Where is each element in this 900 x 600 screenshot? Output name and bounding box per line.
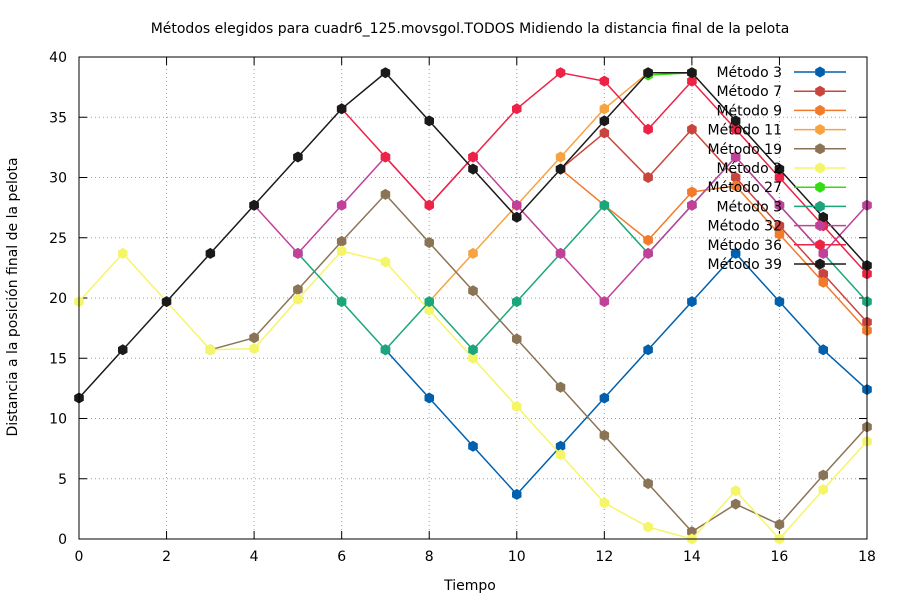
- x-axis-label: Tiempo: [443, 578, 496, 594]
- legend-label: Método 27: [708, 180, 782, 196]
- legend-label: Método 2: [716, 161, 782, 177]
- legend-label: Método 11: [708, 123, 782, 139]
- x-tick-label: 16: [771, 549, 789, 565]
- y-tick-label: 0: [58, 532, 67, 548]
- legend-label: Método 3: [716, 199, 782, 215]
- y-axis-label: Distancia a la posición final de la pelo…: [5, 157, 21, 436]
- x-tick-label: 6: [337, 549, 346, 565]
- x-tick-label: 18: [858, 549, 876, 565]
- legend-label: Método 9: [716, 103, 782, 119]
- x-tick-label: 0: [75, 549, 84, 565]
- legend-label: Método 32: [708, 219, 782, 235]
- y-tick-label: 5: [58, 472, 67, 488]
- y-tick-label: 35: [49, 110, 67, 126]
- y-tick-label: 40: [49, 50, 67, 66]
- y-tick-label: 30: [49, 171, 67, 187]
- y-tick-label: 20: [49, 291, 67, 307]
- y-tick-label: 10: [49, 412, 67, 428]
- x-tick-label: 8: [425, 549, 434, 565]
- x-tick-label: 2: [162, 549, 171, 565]
- x-tick-label: 4: [250, 549, 259, 565]
- legend-label: Método 19: [708, 142, 782, 158]
- legend-label: Método 39: [708, 257, 782, 273]
- legend-label: Método 36: [708, 238, 783, 254]
- legend-label: Método 3: [716, 65, 782, 81]
- x-tick-label: 12: [595, 549, 613, 565]
- x-tick-label: 14: [683, 549, 701, 565]
- x-tick-label: 10: [508, 549, 526, 565]
- y-tick-label: 15: [49, 351, 67, 367]
- legend-label: Método 7: [716, 84, 782, 100]
- chart-title: Métodos elegidos para cuadr6_125.movsgol…: [151, 21, 790, 37]
- y-tick-label: 25: [49, 231, 67, 247]
